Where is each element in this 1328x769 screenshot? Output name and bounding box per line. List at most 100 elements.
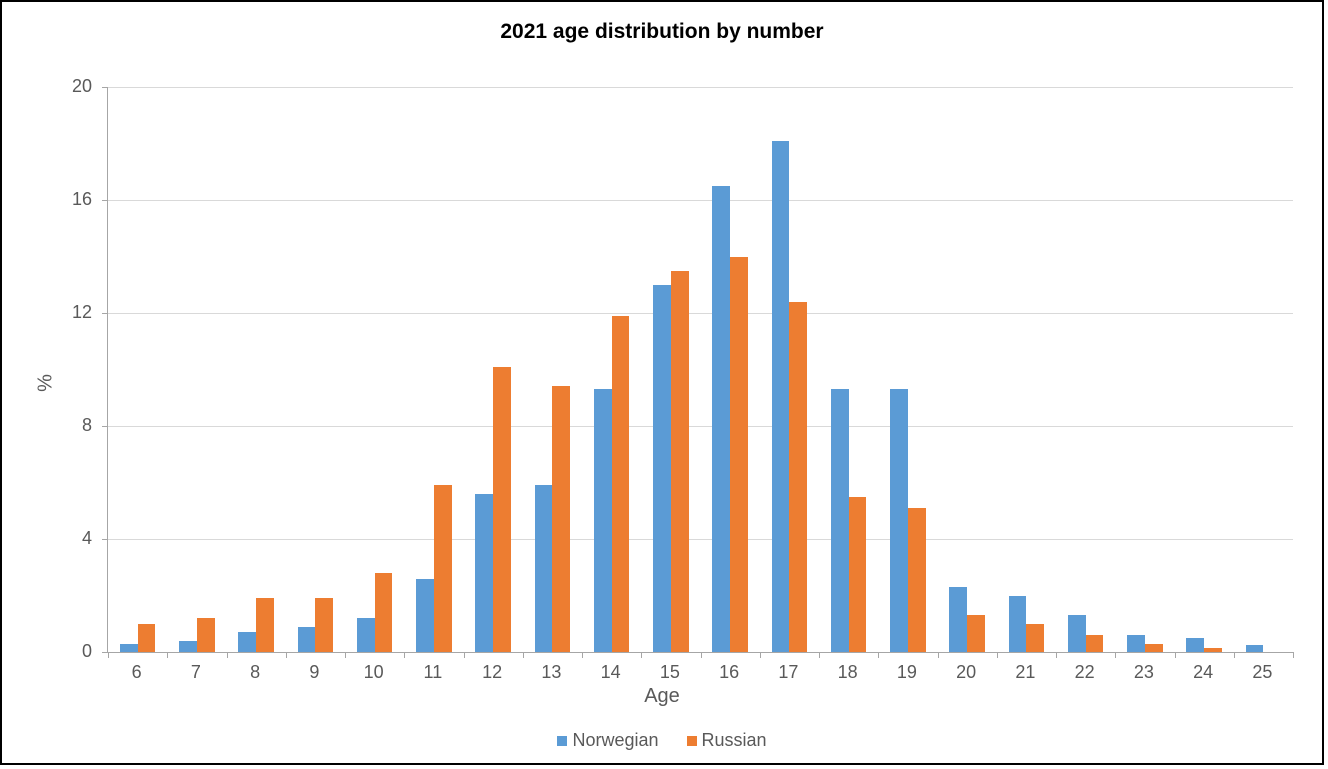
y-tick-mark bbox=[102, 200, 108, 201]
bar-russian bbox=[671, 271, 689, 652]
bar-norwegian bbox=[890, 389, 908, 652]
bar-norwegian bbox=[1009, 596, 1027, 653]
bar-norwegian bbox=[831, 389, 849, 652]
x-tick-mark bbox=[167, 652, 168, 658]
bar-russian bbox=[789, 302, 807, 652]
y-tick-label: 4 bbox=[52, 528, 92, 549]
bar-russian bbox=[1026, 624, 1044, 652]
x-tick-label: 9 bbox=[309, 662, 319, 683]
x-tick-mark bbox=[1234, 652, 1235, 658]
x-tick-mark bbox=[938, 652, 939, 658]
y-tick-label: 12 bbox=[52, 302, 92, 323]
bar-norwegian bbox=[179, 641, 197, 652]
x-tick-mark bbox=[404, 652, 405, 658]
bar-norwegian bbox=[712, 186, 730, 652]
x-tick-label: 6 bbox=[132, 662, 142, 683]
x-tick-label: 22 bbox=[1075, 662, 1095, 683]
bar-russian bbox=[849, 497, 867, 652]
x-tick-label: 8 bbox=[250, 662, 260, 683]
x-tick-mark bbox=[1115, 652, 1116, 658]
x-tick-mark bbox=[1293, 652, 1294, 658]
x-tick-mark bbox=[582, 652, 583, 658]
y-axis-label: % bbox=[34, 374, 57, 392]
bar-norwegian bbox=[475, 494, 493, 652]
bar-russian bbox=[612, 316, 630, 652]
y-tick-mark bbox=[102, 313, 108, 314]
x-tick-label: 10 bbox=[364, 662, 384, 683]
y-tick-mark bbox=[102, 87, 108, 88]
x-tick-mark bbox=[464, 652, 465, 658]
x-tick-label: 14 bbox=[601, 662, 621, 683]
y-tick-label: 0 bbox=[52, 641, 92, 662]
bar-russian bbox=[315, 598, 333, 652]
x-tick-mark bbox=[641, 652, 642, 658]
bar-norwegian bbox=[653, 285, 671, 652]
bar-norwegian bbox=[1068, 615, 1086, 652]
x-tick-mark bbox=[345, 652, 346, 658]
x-tick-mark bbox=[227, 652, 228, 658]
x-tick-mark bbox=[701, 652, 702, 658]
x-tick-mark bbox=[286, 652, 287, 658]
legend-item: Norwegian bbox=[557, 730, 658, 751]
bar-russian bbox=[493, 367, 511, 652]
y-tick-label: 16 bbox=[52, 189, 92, 210]
bar-russian bbox=[552, 386, 570, 652]
bar-norwegian bbox=[120, 644, 138, 652]
x-tick-label: 15 bbox=[660, 662, 680, 683]
y-tick-label: 8 bbox=[52, 415, 92, 436]
x-tick-label: 17 bbox=[778, 662, 798, 683]
x-tick-label: 18 bbox=[838, 662, 858, 683]
legend-swatch bbox=[557, 736, 567, 746]
legend-label: Norwegian bbox=[572, 730, 658, 751]
y-tick-label: 20 bbox=[52, 76, 92, 97]
bar-russian bbox=[1145, 644, 1163, 652]
bar-norwegian bbox=[416, 579, 434, 652]
y-tick-mark bbox=[102, 426, 108, 427]
x-tick-mark bbox=[1056, 652, 1057, 658]
legend-label: Russian bbox=[702, 730, 767, 751]
bar-norwegian bbox=[772, 141, 790, 652]
bar-norwegian bbox=[238, 632, 256, 652]
bar-russian bbox=[138, 624, 156, 652]
bar-norwegian bbox=[1246, 645, 1264, 652]
x-tick-mark bbox=[523, 652, 524, 658]
bar-norwegian bbox=[298, 627, 316, 652]
bar-russian bbox=[197, 618, 215, 652]
bar-russian bbox=[1086, 635, 1104, 652]
bar-norwegian bbox=[949, 587, 967, 652]
gridline bbox=[108, 200, 1293, 201]
legend-item: Russian bbox=[687, 730, 767, 751]
x-tick-label: 25 bbox=[1252, 662, 1272, 683]
gridline bbox=[108, 313, 1293, 314]
bar-russian bbox=[908, 508, 926, 652]
bar-russian bbox=[375, 573, 393, 652]
bar-russian bbox=[256, 598, 274, 652]
bar-russian bbox=[434, 485, 452, 652]
gridline bbox=[108, 539, 1293, 540]
bar-russian bbox=[967, 615, 985, 652]
bar-norwegian bbox=[594, 389, 612, 652]
x-tick-label: 19 bbox=[897, 662, 917, 683]
bar-russian bbox=[1204, 648, 1222, 652]
chart-legend: Norwegian Russian bbox=[2, 730, 1322, 752]
bar-norwegian bbox=[1186, 638, 1204, 652]
x-tick-label: 21 bbox=[1015, 662, 1035, 683]
chart-title: 2021 age distribution by number bbox=[2, 20, 1322, 44]
x-tick-mark bbox=[1175, 652, 1176, 658]
x-tick-label: 7 bbox=[191, 662, 201, 683]
x-tick-mark bbox=[108, 652, 109, 658]
gridline bbox=[108, 426, 1293, 427]
x-tick-label: 11 bbox=[424, 662, 443, 683]
x-axis-label: Age bbox=[2, 685, 1322, 708]
x-tick-mark bbox=[997, 652, 998, 658]
x-tick-label: 12 bbox=[482, 662, 502, 683]
gridline bbox=[108, 87, 1293, 88]
bar-norwegian bbox=[357, 618, 375, 652]
legend-swatch bbox=[687, 736, 697, 746]
y-tick-mark bbox=[102, 539, 108, 540]
plot-area bbox=[107, 87, 1293, 653]
x-tick-label: 23 bbox=[1134, 662, 1154, 683]
x-tick-mark bbox=[760, 652, 761, 658]
x-tick-mark bbox=[878, 652, 879, 658]
bar-norwegian bbox=[1127, 635, 1145, 652]
